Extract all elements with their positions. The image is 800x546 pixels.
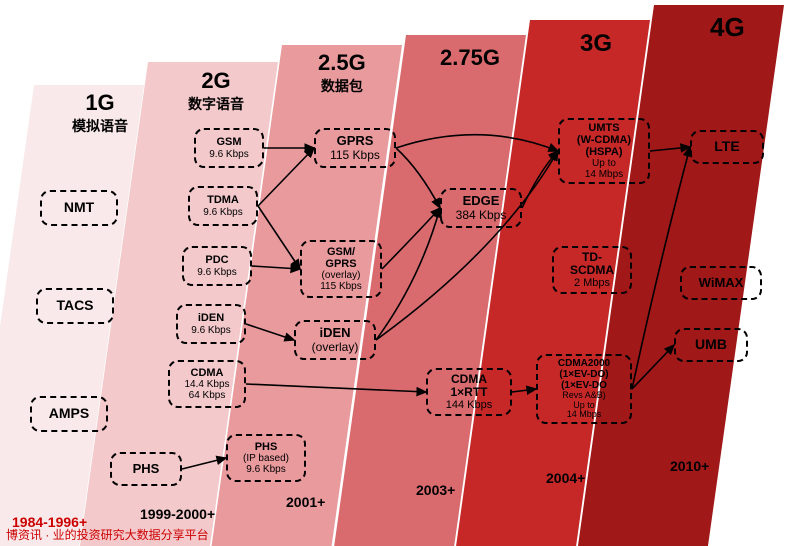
tech-node-line: WiMAX	[699, 276, 744, 290]
tech-node-line: PHS	[255, 441, 278, 453]
tech-node-edge: EDGE384 Kbps	[440, 188, 522, 228]
tech-node-tdscdma: TD-SCDMA2 Mbps	[552, 246, 632, 294]
tech-node-umts: UMTS(W-CDMA)(HSPA)Up to14 Mbps	[558, 118, 650, 184]
tech-node-line: iDEN	[198, 312, 224, 324]
tech-node-phs1: PHS	[110, 452, 182, 486]
tech-node-line: GPRS	[325, 258, 356, 270]
tech-node-nmt: NMT	[40, 190, 118, 226]
tech-node-line: 9.6 Kbps	[203, 207, 242, 218]
tech-node-line: UMTS	[588, 122, 619, 134]
year-label-3g: 2004+	[546, 470, 585, 486]
tech-node-line: 144 Kbps	[446, 399, 492, 411]
tech-node-line: TACS	[56, 298, 93, 313]
generation-title-2_75g: 2.75G	[440, 45, 500, 71]
tech-node-line: (W-CDMA)	[577, 134, 631, 146]
tech-node-line: 115 Kbps	[330, 149, 380, 162]
tech-node-cdma2000: CDMA2000(1×EV-DO)(1×EV-DORevs A&B)Up to1…	[536, 354, 632, 424]
tech-node-line: 1×RTT	[450, 386, 487, 399]
tech-node-line: PDC	[205, 254, 228, 266]
tech-node-line: 384 Kbps	[456, 209, 507, 222]
tech-node-tacs: TACS	[36, 288, 114, 324]
tech-node-line: TD-	[582, 251, 602, 264]
generation-title-sub: 数字语音	[188, 94, 244, 114]
generation-title-2g: 2G数字语音	[188, 68, 244, 114]
tech-node-line: GSM	[216, 136, 241, 148]
year-label-4g: 2010+	[670, 458, 709, 474]
tech-node-line: (overlay)	[312, 341, 359, 354]
tech-node-line: 9.6 Kbps	[246, 464, 285, 475]
tech-node-line: (HSPA)	[585, 146, 622, 158]
tech-node-line: (IP based)	[243, 453, 289, 464]
tech-node-line: PHS	[133, 462, 160, 476]
tech-node-line: CDMA	[191, 367, 224, 379]
tech-node-iden: iDEN9.6 Kbps	[176, 304, 246, 344]
tech-node-line: 14 Mbps	[567, 410, 602, 420]
tech-node-lte: LTE	[690, 130, 764, 164]
tech-node-pdc: PDC9.6 Kbps	[182, 246, 252, 286]
generation-title-big: 2.75G	[440, 45, 500, 71]
tech-node-umb: UMB	[674, 328, 748, 362]
tech-node-line: GSM/	[327, 246, 355, 258]
year-label-2_75g: 2003+	[416, 482, 455, 498]
generation-title-big: 2G	[188, 68, 244, 94]
generation-title-3g: 3G	[580, 30, 612, 58]
tech-node-line: UMB	[695, 337, 727, 352]
tech-node-line: 14.4 Kbps	[184, 379, 229, 390]
tech-node-line: 2 Mbps	[574, 277, 610, 289]
tech-node-line: AMPS	[49, 406, 89, 421]
generation-title-4g: 4G	[710, 12, 745, 43]
generation-title-1g: 1G模拟语音	[72, 90, 128, 136]
tech-node-line: EDGE	[463, 194, 500, 208]
generation-title-sub: 模拟语音	[72, 116, 128, 136]
generation-title-big: 2.5G	[318, 50, 366, 76]
tech-node-line: NMT	[64, 200, 94, 215]
year-label-2g: 1999-2000+	[140, 506, 215, 522]
tech-node-line: LTE	[714, 139, 739, 154]
tech-node-line: 64 Kbps	[189, 390, 226, 401]
tech-node-line: Up to	[592, 158, 616, 169]
tech-node-cdma: CDMA14.4 Kbps64 Kbps	[168, 360, 246, 408]
year-label-2_5g: 2001+	[286, 494, 325, 510]
tech-node-line: TDMA	[207, 194, 239, 206]
footer-watermark: 博资讯 · 业的投资研究大数据分享平台	[6, 526, 209, 543]
tech-node-line: CDMA	[451, 373, 487, 386]
generation-title-big: 3G	[580, 30, 612, 58]
tech-node-line: SCDMA	[570, 264, 614, 277]
tech-node-line: CDMA2000	[558, 358, 610, 369]
tech-node-line: (overlay)	[322, 270, 361, 281]
tech-node-line: 9.6 Kbps	[197, 267, 236, 278]
tech-node-tdma: TDMA9.6 Kbps	[188, 186, 258, 226]
tech-node-phs2: PHS(IP based)9.6 Kbps	[226, 434, 306, 482]
tech-node-wimax: WiMAX	[680, 266, 762, 300]
tech-node-iden2: iDEN(overlay)	[294, 320, 376, 360]
tech-node-line: 9.6 Kbps	[209, 149, 248, 160]
tech-node-line: (1×EV-DO)	[559, 369, 608, 380]
tech-node-gsm: GSM9.6 Kbps	[194, 128, 264, 168]
tech-node-line: iDEN	[319, 326, 350, 340]
generation-title-sub: 数据包	[318, 76, 366, 96]
generation-title-2_5g: 2.5G数据包	[318, 50, 366, 96]
generation-title-big: 1G	[72, 90, 128, 116]
tech-node-cdma1x: CDMA1×RTT144 Kbps	[426, 368, 512, 416]
tech-node-line: 9.6 Kbps	[191, 325, 230, 336]
tech-node-gsm_gprs: GSM/GPRS(overlay)115 Kbps	[300, 240, 382, 298]
tech-node-line: 14 Mbps	[585, 169, 623, 180]
tech-node-gprs: GPRS115 Kbps	[314, 128, 396, 168]
tech-node-amps: AMPS	[30, 396, 108, 432]
generation-title-big: 4G	[710, 12, 745, 43]
tech-node-line: 115 Kbps	[320, 281, 362, 292]
tech-node-line: GPRS	[337, 134, 374, 148]
